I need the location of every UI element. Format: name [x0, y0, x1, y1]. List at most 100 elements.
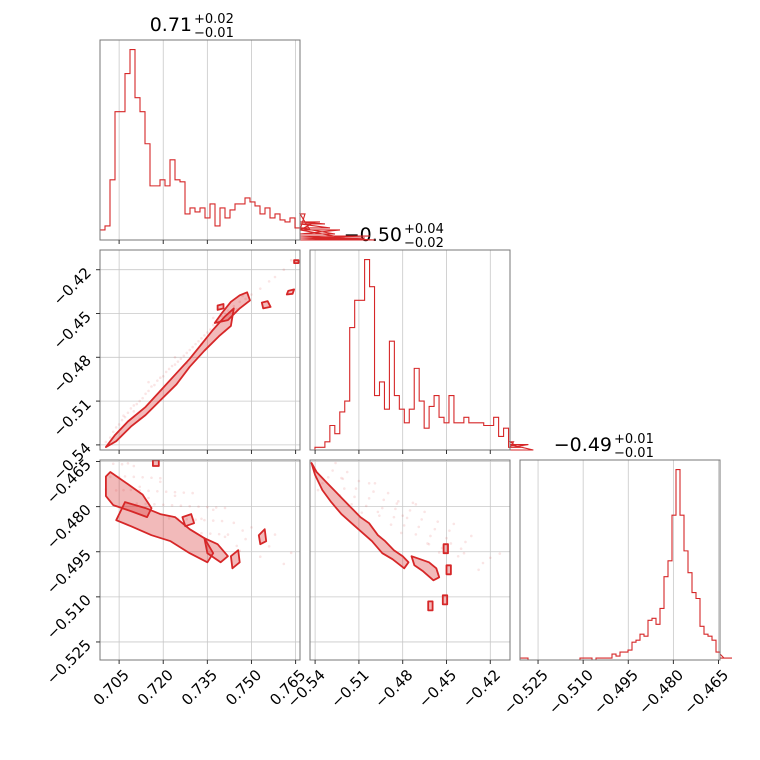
- sample-point-0-1-19: [158, 376, 162, 380]
- sample-point-0-1-33: [200, 337, 203, 340]
- sample-point-1-2-19: [380, 506, 384, 510]
- xtick-label-0-0: 0.705: [90, 666, 133, 709]
- ytick-label-2-1: −0.510: [43, 591, 95, 643]
- sample-point-1-2-56: [414, 503, 418, 506]
- sample-point-0-1-16: [150, 385, 153, 388]
- ytick-label-2-0: −0.525: [43, 636, 95, 688]
- sample-point-0-1-5: [120, 418, 124, 422]
- sample-point-0-1-57: [211, 316, 215, 320]
- contour-0-1-2: [260, 300, 272, 310]
- sample-point-0-2-20: [161, 503, 165, 507]
- sample-point-0-2-31: [194, 518, 197, 521]
- sample-point-0-2-60: [158, 480, 162, 484]
- title-minus-1: −0.02: [404, 236, 444, 251]
- sample-point-0-2-53: [147, 496, 150, 500]
- sample-point-1-2-22: [389, 523, 393, 526]
- sample-point-1-2-51: [498, 552, 502, 555]
- sample-point-0-2-30: [191, 491, 194, 495]
- sample-point-0-2-59: [138, 485, 142, 489]
- sample-point-0-1-46: [250, 293, 253, 296]
- sample-point-0-1-7: [123, 415, 127, 419]
- sample-point-0-1-43: [232, 304, 236, 308]
- sample-point-0-2-42: [226, 533, 230, 536]
- contour-1-2-0: [310, 462, 410, 570]
- sample-point-0-1-51: [289, 258, 293, 262]
- sample-point-0-1-4: [117, 423, 121, 426]
- panel-1-2: [309, 459, 511, 664]
- sample-point-0-2-49: [273, 533, 277, 536]
- panel-0-2: [96, 459, 301, 664]
- sample-point-1-2-50: [488, 556, 492, 560]
- sample-point-0-1-31: [194, 342, 197, 346]
- sample-point-0-2-28: [185, 517, 189, 521]
- sample-point-1-2-4: [334, 461, 337, 465]
- sample-point-0-2-24: [173, 490, 177, 494]
- sample-point-0-2-26: [179, 504, 183, 508]
- sample-point-0-2-2: [111, 462, 115, 466]
- sample-point-0-1-52: [132, 410, 136, 413]
- panel-1-1: [309, 249, 534, 454]
- sample-point-0-1-36: [208, 328, 212, 331]
- sample-point-1-2-1: [321, 482, 324, 485]
- sample-point-0-1-35: [206, 331, 209, 334]
- sample-point-1-2-30: [411, 501, 415, 505]
- sample-point-1-2-41: [445, 536, 448, 540]
- sample-point-0-2-35: [206, 505, 209, 509]
- xtick-label-2-4: −0.465: [680, 666, 732, 718]
- sample-point-1-2-11: [354, 487, 358, 490]
- sample-point-1-2-15: [367, 497, 371, 500]
- ytick-label-1-3: −0.45: [50, 308, 95, 353]
- sample-point-0-2-23: [170, 503, 174, 507]
- sample-point-1-2-28: [405, 516, 409, 520]
- title-median-2: −0.49: [554, 434, 612, 456]
- ytick-label-1-2: −0.48: [50, 351, 95, 396]
- sample-point-0-1-40: [220, 315, 224, 318]
- sample-point-1-2-33: [420, 518, 423, 521]
- sample-point-1-2-62: [462, 551, 466, 555]
- sample-point-0-1-28: [185, 351, 189, 355]
- contour-0-1-3: [216, 303, 225, 311]
- sample-point-0-1-10: [132, 404, 136, 407]
- xtick-label-0-3: 0.750: [222, 666, 265, 709]
- xtick-label-1-3: −0.45: [415, 666, 460, 711]
- sample-point-0-1-50: [282, 268, 286, 272]
- sample-point-0-1-41: [223, 312, 227, 315]
- title-plus-1: +0.04: [404, 222, 444, 237]
- xtick-label-2-2: −0.495: [590, 666, 642, 718]
- sample-point-0-2-7: [123, 475, 127, 478]
- contour-0-2-1: [115, 501, 215, 564]
- frame-0-0: [99, 39, 301, 241]
- sample-point-0-2-15: [147, 489, 150, 493]
- sample-point-1-2-61: [427, 542, 431, 546]
- sample-point-0-2-8: [126, 462, 130, 465]
- sample-point-0-2-45: [244, 537, 247, 541]
- sample-point-0-2-11: [135, 502, 139, 505]
- sample-point-1-2-48: [477, 568, 480, 572]
- sample-point-0-2-58: [235, 544, 239, 548]
- xtick-label-0-2: 0.735: [178, 666, 221, 709]
- sample-point-0-1-20: [161, 374, 165, 378]
- sample-point-1-2-34: [423, 510, 426, 514]
- ytick-label-1-4: −0.42: [50, 264, 95, 309]
- sample-point-0-1-29: [188, 348, 192, 352]
- sample-point-1-2-8: [345, 470, 349, 474]
- sample-point-0-2-56: [200, 517, 203, 521]
- sample-point-0-1-3: [114, 426, 118, 429]
- ytick-label-1-1: −0.51: [50, 395, 95, 440]
- sample-point-1-2-58: [449, 542, 453, 545]
- contour-0-2-3: [229, 549, 241, 570]
- sample-point-0-1-18: [156, 379, 159, 382]
- sample-point-1-2-14: [364, 504, 368, 508]
- contour-0-2-4: [151, 460, 160, 467]
- sample-point-0-2-27: [182, 491, 186, 494]
- sample-point-0-2-5: [120, 462, 124, 466]
- histogram-1: [310, 258, 534, 451]
- panel-0-1: [96, 249, 301, 454]
- contour-1-2-4: [441, 594, 449, 606]
- sample-point-0-1-24: [173, 363, 177, 366]
- sample-point-0-1-2: [111, 430, 115, 434]
- sample-point-0-1-42: [226, 309, 230, 312]
- sample-point-0-2-16: [150, 476, 153, 480]
- contour-0-2-6: [181, 513, 196, 528]
